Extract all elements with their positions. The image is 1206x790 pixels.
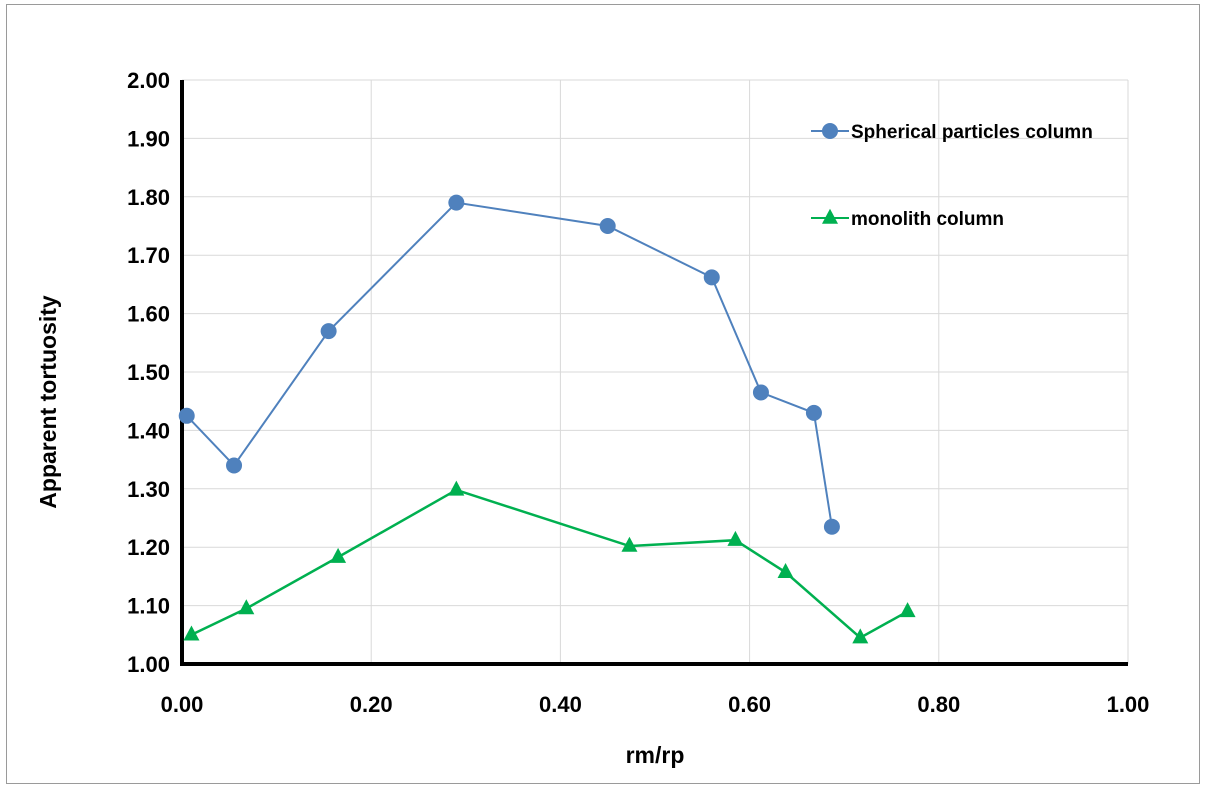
series-line (190, 488, 909, 640)
y-tick-label: 1.70 (127, 243, 170, 268)
series-2 (183, 480, 916, 644)
data-point (823, 518, 840, 535)
x-tick-label: 0.60 (728, 692, 771, 717)
y-tick-label: 1.00 (127, 652, 170, 677)
data-point (899, 602, 916, 618)
x-tick-label: 0.00 (161, 692, 204, 717)
y-tick-label: 1.90 (127, 126, 170, 151)
x-axis-title: rm/rp (626, 742, 685, 768)
series-line (186, 201, 833, 527)
axes (180, 80, 1128, 666)
y-tick-label: 1.30 (127, 477, 170, 502)
legend-marker (822, 208, 838, 224)
tick-labels: 1.00 1.10 1.20 1.30 1.40 1.50 1.60 1.70 1.80 1.90… (127, 68, 1149, 717)
data-point (183, 625, 200, 641)
x-tick-label: 0.20 (350, 692, 393, 717)
legend-item-2: monolith column (811, 208, 1004, 230)
data-point (330, 547, 347, 563)
y-tick-label: 1.10 (127, 594, 170, 619)
y-tick-label: 1.60 (127, 302, 170, 327)
data-point (777, 563, 794, 579)
data-point (599, 218, 616, 234)
data-point (448, 480, 465, 496)
data-point (752, 384, 769, 401)
series (178, 194, 916, 644)
data-point (320, 323, 337, 340)
y-tick-label: 1.20 (127, 535, 170, 560)
chart-frame (6, 4, 1200, 784)
data-point (805, 404, 822, 421)
data-point (727, 530, 744, 546)
data-point (178, 407, 195, 424)
legend-marker (822, 123, 838, 139)
legend: Spherical particles column monolith colum… (811, 122, 1093, 230)
data-point (226, 457, 243, 474)
data-point (238, 599, 255, 615)
y-axis-title: Apparent tortuosity (35, 295, 61, 509)
y-tick-label: 1.40 (127, 418, 170, 443)
gridlines (182, 79, 1129, 664)
legend-item-1: Spherical particles column (811, 122, 1093, 143)
y-tick-label: 1.80 (127, 185, 170, 210)
legend-label: monolith column (851, 209, 1004, 230)
data-point (852, 628, 869, 644)
data-point (448, 194, 465, 211)
x-tick-label: 1.00 (1107, 692, 1150, 717)
legend-label: Spherical particles column (851, 122, 1093, 143)
series-1 (178, 194, 840, 535)
x-tick-label: 0.40 (539, 692, 582, 717)
x-tick-label: 0.80 (917, 692, 960, 717)
y-tick-label: 2.00 (127, 68, 170, 93)
data-point (703, 269, 720, 286)
y-tick-label: 1.50 (127, 360, 170, 385)
data-point (621, 536, 638, 552)
